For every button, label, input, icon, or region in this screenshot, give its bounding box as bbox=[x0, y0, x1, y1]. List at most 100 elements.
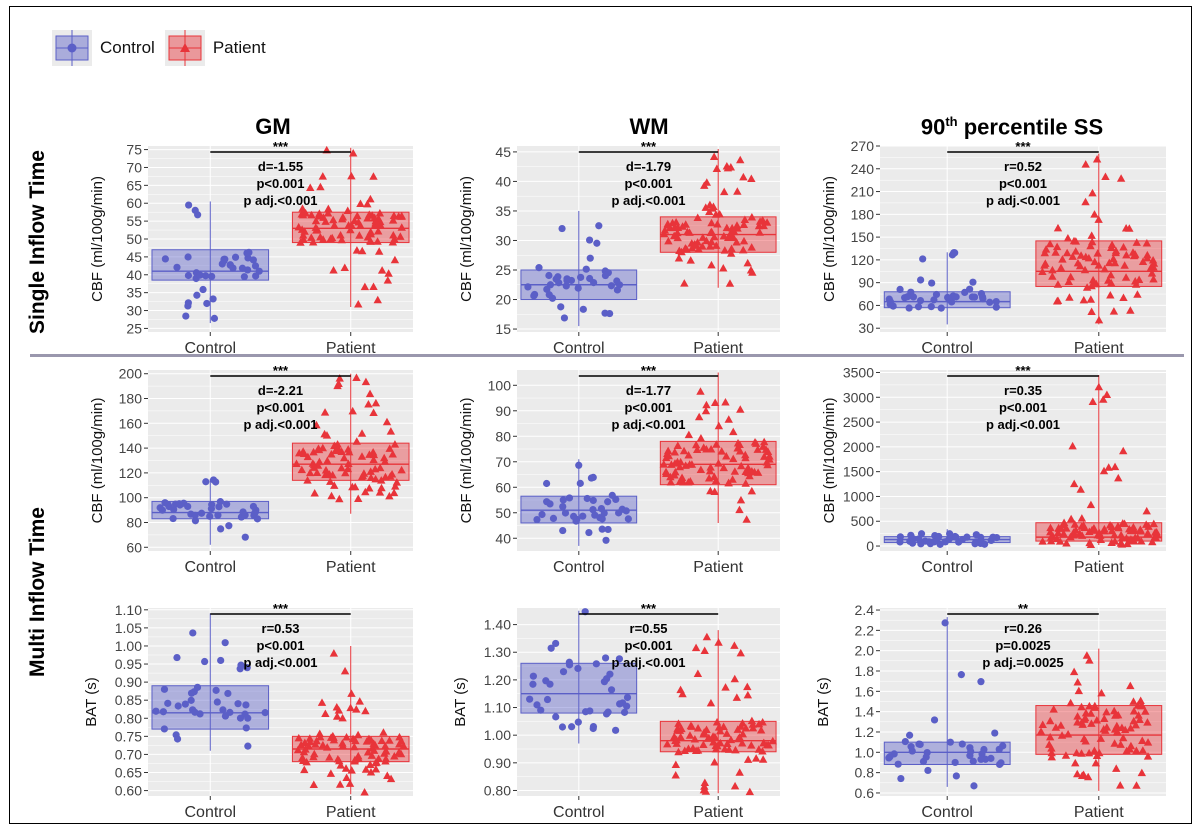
patient-point bbox=[342, 733, 351, 741]
control-point bbox=[184, 253, 192, 261]
patient-point bbox=[1107, 522, 1117, 531]
patient-point bbox=[742, 515, 751, 523]
patient-point bbox=[677, 473, 687, 481]
patient-point bbox=[294, 733, 303, 742]
patient-point bbox=[747, 741, 756, 749]
patient-point bbox=[1085, 527, 1094, 536]
patient-point bbox=[309, 447, 318, 456]
control-point bbox=[897, 774, 905, 783]
patient-point bbox=[741, 453, 750, 462]
control-point bbox=[583, 494, 591, 503]
patient-point bbox=[366, 227, 375, 236]
control-point bbox=[563, 276, 571, 285]
control-point bbox=[547, 644, 555, 652]
patient-point bbox=[353, 730, 363, 739]
patient-point bbox=[1110, 462, 1120, 471]
patient-point bbox=[381, 472, 390, 481]
control-point bbox=[957, 671, 965, 679]
control-point bbox=[951, 758, 959, 767]
patient-point bbox=[1073, 677, 1082, 686]
control-point bbox=[570, 512, 578, 520]
control-point bbox=[928, 279, 936, 287]
control-point bbox=[977, 678, 985, 686]
patient-point bbox=[1090, 257, 1099, 266]
control-point bbox=[203, 299, 211, 308]
patient-point bbox=[364, 400, 373, 408]
y-tick-label: 0.75 bbox=[115, 728, 142, 744]
control-point bbox=[191, 511, 199, 519]
patient-point bbox=[1087, 307, 1096, 315]
patient-point bbox=[384, 269, 393, 277]
patient-point bbox=[1087, 231, 1096, 239]
control-point bbox=[598, 525, 606, 533]
patient-point bbox=[684, 430, 694, 439]
stat-annotation: p<0.001 bbox=[256, 400, 304, 415]
patient-point bbox=[1076, 485, 1085, 493]
patient-point bbox=[686, 256, 695, 264]
stat-annotation: p adj.=0.0025 bbox=[982, 655, 1063, 670]
patient-point bbox=[1084, 748, 1094, 757]
patient-point bbox=[700, 646, 709, 654]
control-point bbox=[601, 654, 610, 662]
stat-annotation: p adj.<0.001 bbox=[611, 417, 685, 432]
column-title-ss-number: 90 bbox=[920, 114, 946, 140]
control-point bbox=[549, 514, 558, 523]
patient-point bbox=[374, 754, 383, 762]
patient-point bbox=[1046, 527, 1055, 536]
control-point bbox=[592, 660, 600, 668]
patient-point bbox=[705, 466, 715, 475]
patient-point bbox=[1062, 248, 1072, 257]
x-tick-label: Patient bbox=[693, 559, 743, 576]
patient-point bbox=[383, 276, 393, 284]
patient-point bbox=[738, 729, 748, 738]
patient-point bbox=[360, 282, 370, 291]
x-tick-label: Control bbox=[921, 340, 973, 357]
y-tick-label: 15 bbox=[495, 321, 511, 337]
patient-point bbox=[379, 453, 389, 462]
patient-point bbox=[1129, 706, 1139, 715]
control-point bbox=[184, 502, 192, 511]
patient-point bbox=[373, 237, 382, 245]
patient-point bbox=[356, 221, 365, 229]
patient-point bbox=[747, 486, 757, 495]
control-point bbox=[992, 303, 1000, 311]
patient-point bbox=[374, 227, 383, 235]
control-point bbox=[589, 722, 598, 731]
control-point bbox=[199, 285, 207, 294]
control-box bbox=[151, 685, 270, 730]
y-tick-label: 160 bbox=[119, 415, 143, 431]
patient-point bbox=[366, 194, 375, 203]
control-point bbox=[242, 701, 250, 709]
patient-point bbox=[741, 479, 750, 487]
control-point bbox=[952, 533, 960, 541]
control-point bbox=[932, 290, 941, 299]
control-point bbox=[261, 709, 269, 717]
y-tick-label: 80 bbox=[495, 428, 511, 444]
patient-point bbox=[743, 755, 753, 763]
control-point bbox=[234, 700, 242, 708]
patient-point bbox=[1052, 534, 1062, 543]
y-tick-label: 1.30 bbox=[484, 644, 511, 660]
control-point bbox=[575, 461, 583, 469]
patient-point bbox=[386, 427, 396, 435]
patient-point bbox=[334, 379, 343, 387]
patient-point bbox=[1087, 281, 1096, 290]
patient-point bbox=[707, 218, 716, 227]
patient-point bbox=[1100, 264, 1109, 273]
control-point bbox=[184, 299, 192, 307]
patient-point bbox=[390, 751, 399, 760]
patient-point bbox=[336, 761, 345, 769]
control-point bbox=[191, 517, 200, 525]
control-point bbox=[903, 293, 912, 301]
patient-point bbox=[336, 230, 345, 239]
control-point bbox=[212, 686, 220, 694]
stat-annotation: r=0.26 bbox=[1004, 621, 1042, 636]
patient-point bbox=[731, 745, 740, 754]
patient-point bbox=[375, 488, 385, 496]
patient-point bbox=[1096, 535, 1106, 544]
y-axis-label: CBF (ml/100g/min) bbox=[458, 398, 475, 524]
patient-point bbox=[312, 226, 321, 234]
stat-annotation: p adj.<0.001 bbox=[243, 417, 317, 432]
patient-point bbox=[1094, 315, 1104, 324]
